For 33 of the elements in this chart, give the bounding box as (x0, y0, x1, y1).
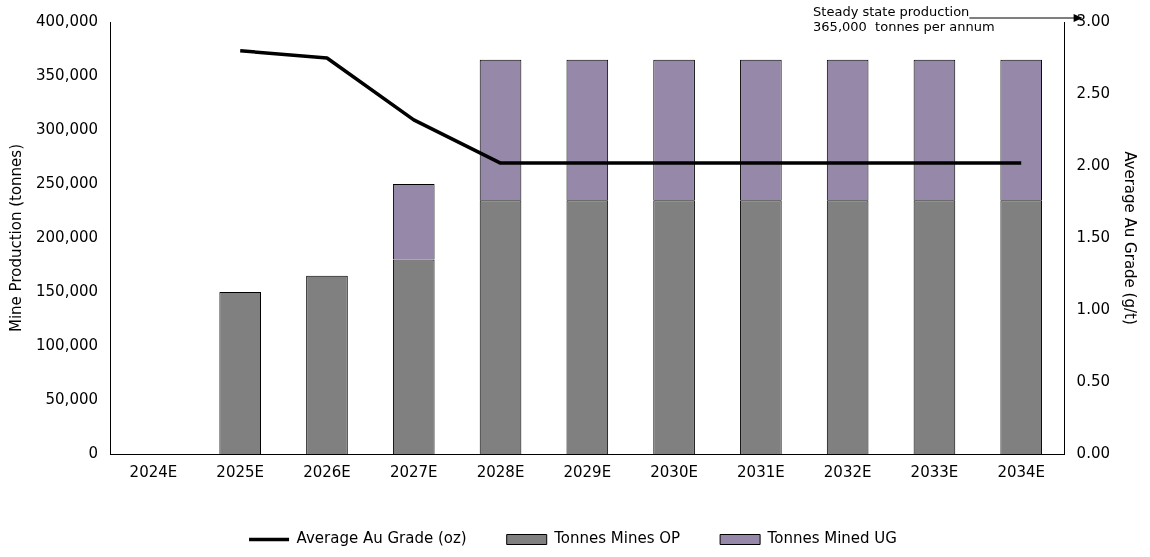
x-tick-label: 2025E (216, 462, 265, 481)
y2-tick-label: 1.50 (1076, 227, 1111, 246)
y2-tick-label: 2.00 (1076, 155, 1111, 174)
y-tick-label: 250,000 (36, 173, 99, 192)
x-tick-label: 2029E (563, 462, 612, 481)
legend-label: Tonnes Mined UG (766, 529, 897, 548)
y2-axis-title: Average Au Grade (g/t) (1121, 151, 1140, 325)
y2-tick-label: 1.00 (1076, 299, 1111, 318)
x-tick-label: 2028E (476, 462, 525, 481)
x-tick-label: 2031E (737, 462, 785, 481)
y-tick-label: 300,000 (36, 119, 99, 138)
x-tick-label: 2033E (910, 462, 959, 481)
x-tick-label: 2032E (823, 462, 872, 481)
annotation: Steady state production 365,000 tonnes per annum (813, 4, 995, 34)
y-tick-label: 150,000 (36, 281, 99, 300)
y-tick-label: 0 (88, 443, 99, 462)
x-tick-label: 2024E (129, 462, 178, 481)
y-axis-title: Mine Production (tonnes) (6, 143, 25, 333)
y-tick-label: 100,000 (36, 335, 99, 354)
y2-tick-label: 0.50 (1076, 371, 1111, 390)
x-tick-label: 2034E (997, 462, 1046, 481)
y2-tick-label: 3.00 (1076, 11, 1111, 30)
y-tick-label: 400,000 (36, 11, 99, 30)
legend-label: Tonnes Mines OP (553, 529, 681, 548)
y2-tick-label: 0.00 (1076, 443, 1111, 462)
x-tick-label: 2027E (389, 462, 438, 481)
x-tick-label: 2030E (650, 462, 698, 481)
y-tick-label: 350,000 (36, 65, 99, 84)
y2-tick-label: 2.50 (1076, 83, 1111, 102)
legend-label: Average Au Grade (oz) (296, 529, 467, 548)
x-tick-label: 2026E (303, 462, 351, 481)
y-tick-label: 200,000 (36, 227, 99, 246)
y-tick-label: 50,000 (45, 389, 99, 408)
